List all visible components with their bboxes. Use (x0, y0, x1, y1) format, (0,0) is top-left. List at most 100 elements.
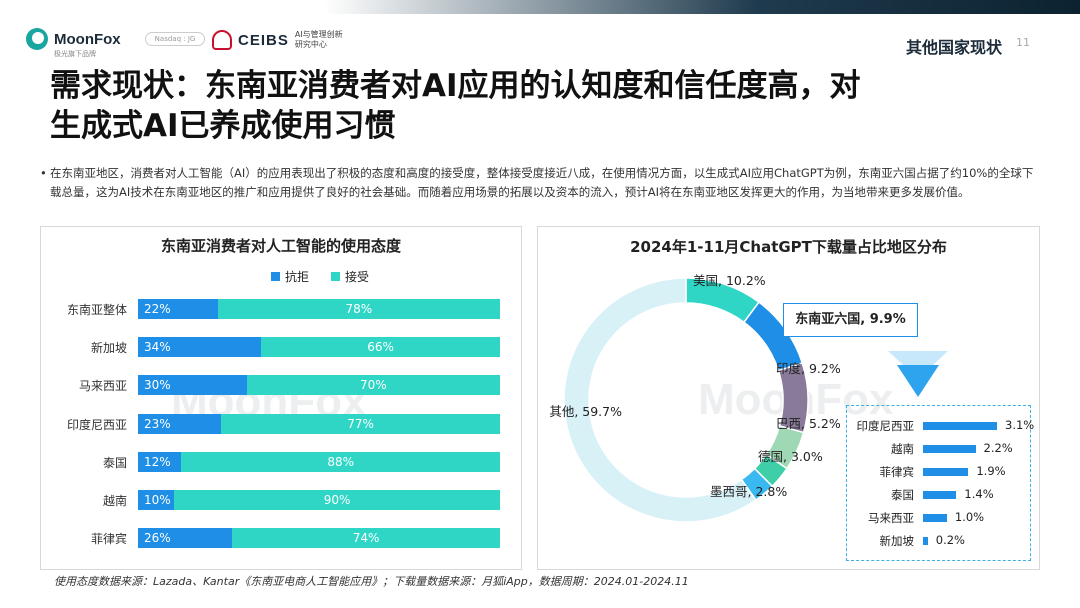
page-title: 需求现状：东南亚消费者对AI应用的认知度和信任度高，对 生成式AI已养成使用习惯 (50, 66, 1010, 146)
sea-country-label: 印度尼西亚 (856, 419, 915, 433)
ceibs-logo-text: CEIBS (238, 31, 289, 49)
moonfox-logo-subtitle: 极光旗下品牌 (54, 50, 96, 58)
attitude-bar-row: 越南 10% 90% (41, 490, 521, 510)
legend-item-accept: 接受 (331, 268, 369, 285)
ceibs-subtitle: AI与管理创新 研究中心 (295, 30, 343, 50)
legend-item-reject: 抗拒 (271, 268, 309, 285)
reject-segment: 23% (138, 413, 222, 434)
donut-slice-0 (563, 277, 757, 523)
summary-text: 在东南亚地区，消费者对人工智能（AI）的应用表现出了积极的态度和高度的接受度，整… (50, 166, 1034, 199)
accept-segment: 70% (246, 375, 500, 396)
sea-country-value: 0.2% (935, 533, 965, 547)
moonfox-logo-text: MoonFox (54, 30, 121, 48)
attitude-bar: 12% 88% (138, 451, 500, 472)
sea-country-row: 新加坡 0.2% (847, 531, 1030, 551)
sea-country-row: 菲律宾 1.9% (847, 462, 1030, 482)
accept-segment: 90% (174, 490, 500, 510)
attitude-category-label: 菲律宾 (90, 532, 127, 547)
download-chart-title: 2024年1-11月ChatGPT下载量占比地区分布 (630, 238, 947, 256)
attitude-bar: 34% 66% (138, 337, 500, 358)
sea-country-value: 2.2% (983, 441, 1013, 455)
accept-segment: 78% (217, 299, 500, 319)
attitude-bar-row: 马来西亚 30% 70% (41, 375, 521, 396)
bullet-marker: • (40, 166, 47, 180)
source-footnote: 使用态度数据来源：Lazada、Kantar《东南亚电商人工智能应用》；下载量数… (54, 575, 689, 588)
donut-label: 印度, 9.2% (776, 361, 841, 376)
down-arrow-icon (888, 351, 948, 397)
donut-label: 其他, 59.7% (549, 404, 622, 419)
accept-segment: 74% (232, 528, 500, 549)
page-title-line1: 需求现状：东南亚消费者对AI应用的认知度和信任度高，对 (50, 68, 861, 104)
download-chart-panel: MoonFox 2024年1-11月ChatGPT下载量占比地区分布 其他, 5… (537, 226, 1040, 570)
sea-country-value: 3.1% (1005, 418, 1035, 432)
attitude-category-label: 新加坡 (90, 341, 127, 356)
donut-label: 美国, 10.2% (693, 273, 766, 288)
attitude-bar-row: 新加坡 34% 66% (41, 337, 521, 358)
attitude-bar: 26% 74% (138, 528, 500, 549)
attitude-category-label: 印度尼西亚 (66, 417, 127, 432)
donut-label: 墨西哥, 2.8% (710, 484, 787, 499)
sea-country-bar (923, 491, 957, 499)
nasdaq-badge: Nasdaq : JG (145, 32, 205, 46)
sea-country-label: 马来西亚 (868, 511, 914, 525)
attitude-bar: 22% 78% (138, 299, 500, 319)
sea-country-bar (923, 422, 997, 430)
reject-segment: 10% (138, 490, 175, 510)
attitude-bar: 10% 90% (138, 490, 500, 510)
sea-country-row: 泰国 1.4% (847, 485, 1030, 505)
sea-country-bar (923, 445, 976, 453)
attitude-category-label: 东南亚整体 (66, 303, 127, 317)
legend-swatch-reject (271, 272, 280, 281)
legend-label-reject: 抗拒 (285, 270, 310, 284)
sea-country-label: 越南 (891, 442, 914, 456)
accept-segment: 77% (221, 413, 500, 434)
sea-country-bar (923, 468, 969, 476)
sea-breakdown-box: 印度尼西亚 3.1% 越南 2.2% 菲律宾 1.9% 泰国 1.4% 马来西亚 1.0% 新加坡 0… (846, 405, 1035, 561)
sea-country-bar (923, 537, 928, 545)
attitude-bar-row: 泰国 12% 88% (41, 451, 521, 472)
attitude-category-label: 越南 (102, 494, 127, 508)
attitude-category-label: 泰国 (102, 455, 127, 470)
ceibs-logo: CEIBS AI与管理创新 研究中心 (212, 30, 343, 50)
accept-segment: 88% (181, 451, 500, 472)
page-number: 11 (1016, 36, 1030, 49)
attitude-bar-row: 东南亚整体 22% 78% (41, 299, 521, 319)
header: MoonFox 极光旗下品牌 Nasdaq : JG CEIBS AI与管理创新… (0, 14, 1080, 62)
moonfox-logo: MoonFox (26, 28, 121, 50)
legend-swatch-accept (331, 272, 341, 281)
sea-country-label: 菲律宾 (879, 465, 915, 479)
top-banner (0, 0, 1080, 14)
sea-country-value: 1.4% (964, 487, 994, 501)
sea-country-row: 越南 2.2% (847, 439, 1030, 459)
ceibs-subtitle-line1: AI与管理创新 (294, 30, 343, 39)
accept-segment: 66% (261, 337, 500, 358)
sea-country-label: 泰国 (891, 488, 914, 502)
ceibs-subtitle-line2: 研究中心 (294, 40, 327, 49)
attitude-bar: 23% 77% (138, 413, 500, 434)
attitude-legend: 抗拒 接受 (271, 268, 369, 285)
donut-label: 德国, 3.0% (758, 449, 823, 464)
sea-country-value: 1.0% (954, 510, 985, 524)
section-tag: 其他国家现状 (905, 38, 1002, 57)
attitude-bar-row: 印度尼西亚 23% 77% (41, 413, 521, 434)
sea-country-row: 马来西亚 1.0% (847, 508, 1030, 528)
sea-country-label: 新加坡 (879, 534, 915, 548)
attitude-chart-panel: MoonFox 东南亚消费者对人工智能的使用态度 抗拒 接受 东南亚整体 22% 7… (40, 226, 522, 570)
sea-callout: 东南亚六国, 9.9% (783, 303, 918, 337)
summary-bullet: • 在东南亚地区，消费者对人工智能（AI）的应用表现出了积极的态度和高度的接受度… (40, 164, 1040, 202)
donut-label: 巴西, 5.2% (776, 416, 841, 431)
ceibs-logo-icon (212, 30, 232, 50)
reject-segment: 12% (138, 451, 182, 472)
sea-country-row: 印度尼西亚 3.1% (847, 416, 1035, 436)
reject-segment: 34% (138, 337, 262, 358)
attitude-bar-row: 菲律宾 26% 74% (41, 528, 521, 549)
legend-label-accept: 接受 (345, 270, 370, 284)
sea-country-bar (923, 514, 947, 522)
attitude-category-label: 马来西亚 (78, 379, 127, 394)
attitude-chart-title: 东南亚消费者对人工智能的使用态度 (160, 237, 401, 255)
reject-segment: 22% (138, 299, 218, 319)
sea-country-value: 1.9% (976, 464, 1006, 478)
moonfox-logo-icon (26, 28, 48, 50)
donut-chart: 其他, 59.7% 美国, 10.2% 印度, 9.2% 巴西, 5.2% 德国, 3.… (549, 273, 841, 523)
reject-segment: 30% (138, 375, 247, 396)
